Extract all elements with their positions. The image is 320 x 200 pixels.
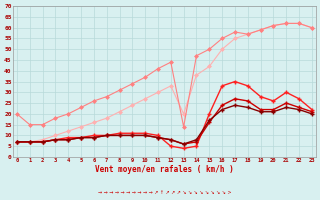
X-axis label: Vent moyen/en rafales ( km/h ): Vent moyen/en rafales ( km/h ) bbox=[95, 165, 234, 174]
Text: → → → → → → → → → → ↗ ↑ ↗ ↗ ↗ ↘ ↘ ↘ ↘ ↘ ↘ ↘ ↘ >: → → → → → → → → → → ↗ ↑ ↗ ↗ ↗ ↘ ↘ ↘ ↘ ↘ … bbox=[98, 190, 231, 195]
